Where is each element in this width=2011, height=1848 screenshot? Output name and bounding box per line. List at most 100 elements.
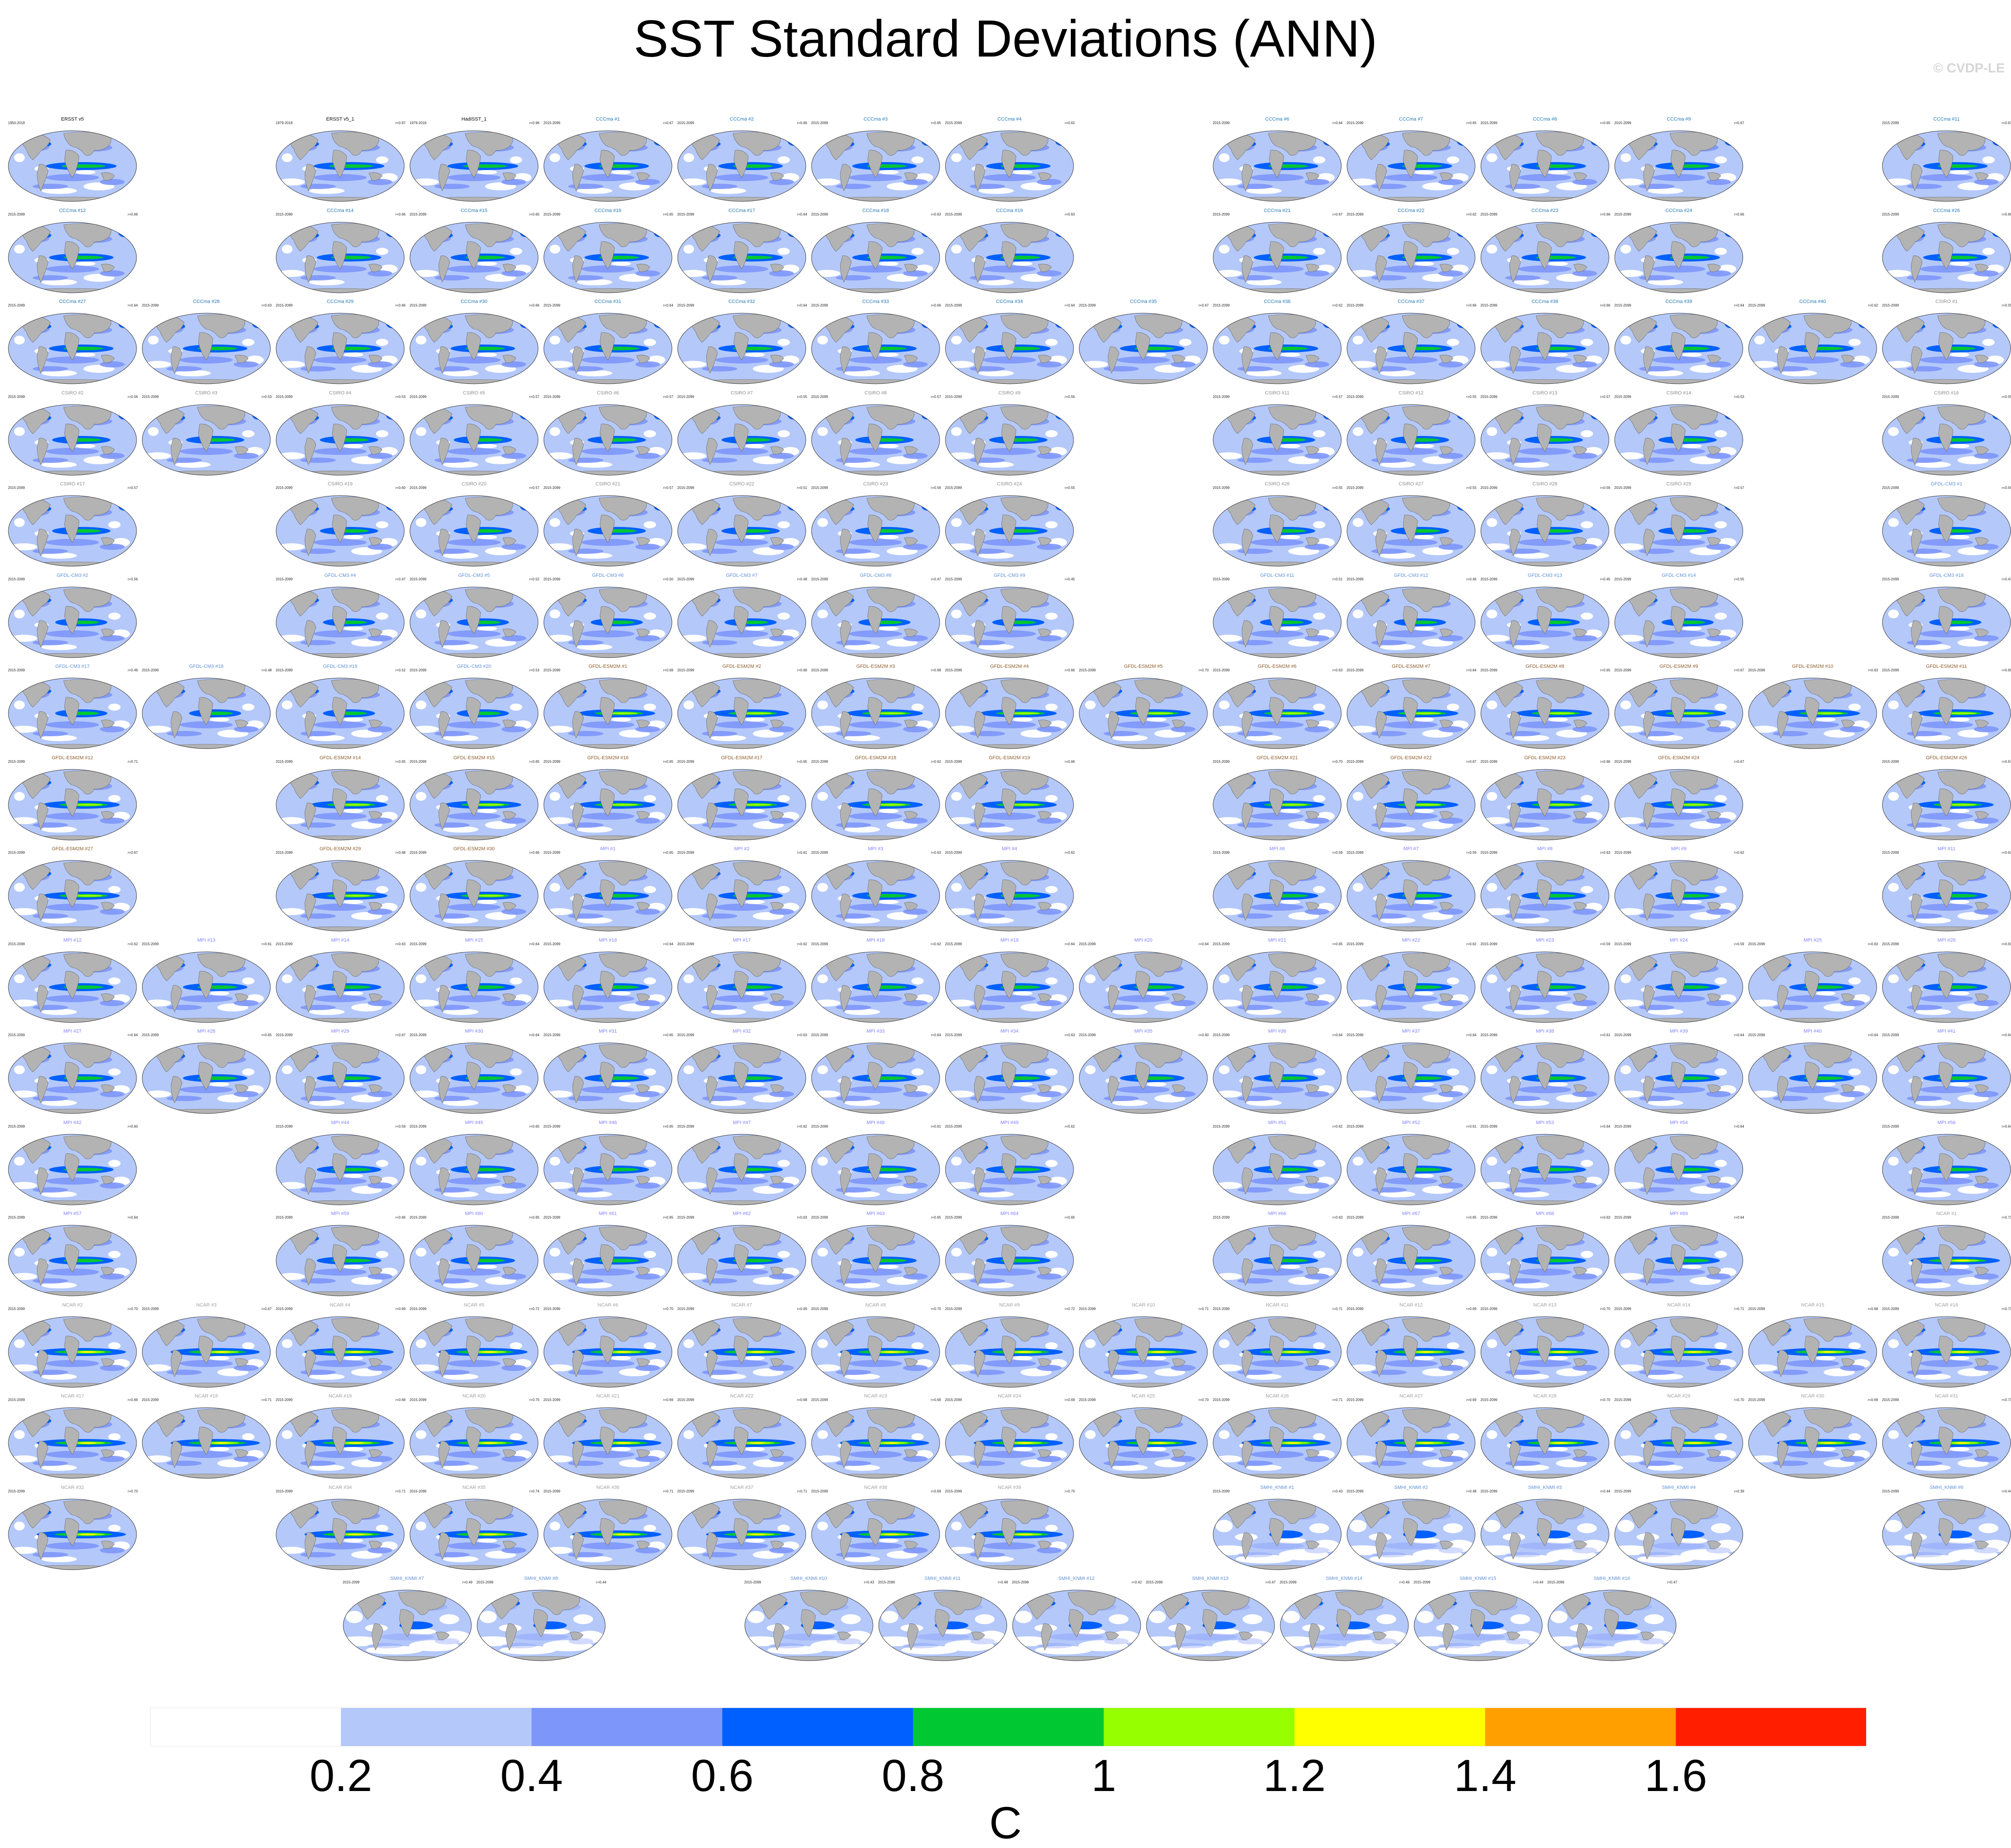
panel-pattern-correlation: r=0.57 (1600, 395, 1610, 399)
panel-title: CSIRO #23 (809, 481, 942, 487)
sst-map (6, 116, 139, 204)
panel-title: NCAR #6 (542, 1303, 674, 1308)
panel-pattern-correlation: r=0.67 (1332, 212, 1343, 217)
panel-pattern-correlation: r=0.44 (2002, 1489, 2011, 1494)
sst-map (542, 1028, 674, 1116)
panel-title: MPI #61 (542, 1211, 674, 1217)
panel-pattern-correlation: r=0.66 (1466, 303, 1476, 308)
panel-title: MPI #12 (6, 938, 139, 943)
panel-title: MPI #60 (408, 1211, 540, 1217)
panel-title: NCAR #7 (675, 1303, 808, 1308)
sst-map (943, 116, 1076, 204)
colorbar-tick-label: 0.2 (310, 1751, 372, 1800)
sst-map (1880, 298, 2011, 386)
sst-map (542, 1119, 674, 1208)
panel-title: SMHI_KNMI #6 (1880, 1485, 2011, 1491)
panel-title: CCCma #34 (943, 299, 1076, 305)
panel-title: MPI #33 (809, 1029, 942, 1034)
panel-years: 2015-2099 (1614, 668, 1631, 673)
panel-years: 2015-2099 (811, 1033, 828, 1038)
panel-pattern-correlation: r=0.52 (529, 577, 539, 582)
panel-years: 2015-2099 (1347, 1033, 1363, 1038)
panel-title: NCAR #15 (1746, 1303, 1879, 1308)
panel-pattern-correlation: r=0.63 (1868, 942, 1878, 947)
colorbar-tick-label: 1.6 (1644, 1751, 1707, 1800)
colorbar-segment (531, 1708, 722, 1746)
sst-map (1077, 298, 1210, 386)
sst-map (943, 754, 1076, 843)
sst-map (1345, 1484, 1477, 1572)
colorbar-segment (1294, 1708, 1485, 1746)
panel-years: 2015-2099 (1882, 1398, 1899, 1402)
sst-map (1479, 1484, 1611, 1572)
panel-years: 2015-2099 (276, 577, 292, 582)
sst-map (1613, 1028, 1745, 1116)
panel-pattern-correlation: r=0.68 (395, 851, 406, 855)
sst-map (1278, 1575, 1411, 1663)
panel-title: NCAR #22 (675, 1394, 808, 1399)
panel-years: 2015-2099 (1347, 1398, 1363, 1402)
sst-map (943, 1119, 1076, 1208)
panel-pattern-correlation: r=0.71 (262, 1398, 272, 1402)
panel-years: 2015-2099 (1213, 1125, 1229, 1129)
panel-title: MPI #15 (408, 938, 540, 943)
panel-pattern-correlation: r=0.70 (1600, 1307, 1610, 1311)
panel-pattern-correlation: r=0.52 (395, 668, 406, 673)
panel-title: CSIRO #28 (1479, 481, 1611, 487)
panel-years: 2015-2099 (945, 303, 962, 308)
panel-title: SMHI_KNMI #12 (1010, 1576, 1143, 1582)
panel-title: GFDL-CM3 #7 (675, 573, 808, 579)
sst-map (1211, 481, 1343, 569)
panel-pattern-correlation: r=0.59 (1600, 942, 1610, 947)
panel-title: GFDL-ESM2M #12 (6, 755, 139, 761)
panel-title: ERSST v5 (6, 117, 139, 122)
sst-map (1077, 1028, 1210, 1116)
panel-title: CCCma #23 (1479, 208, 1611, 214)
panel-title: MPI #46 (542, 1120, 674, 1126)
sst-map (1880, 1484, 2011, 1572)
sst-map (1345, 1119, 1477, 1208)
sst-map (675, 572, 808, 660)
sst-map (809, 481, 942, 569)
panel-title: CSIRO #3 (140, 390, 273, 396)
panel-title: NCAR #13 (1479, 1303, 1611, 1308)
panel-pattern-correlation: r=0.62 (1065, 851, 1075, 855)
panel-years: 2015-2099 (1480, 1125, 1497, 1129)
panel-pattern-correlation: r=0.56 (931, 486, 941, 490)
panel-title: MPI #31 (542, 1029, 674, 1034)
panel-years: 2015-2099 (677, 486, 694, 490)
sst-map (1746, 298, 1879, 386)
panel-pattern-correlation: r=0.63 (1332, 668, 1343, 673)
sst-map (1211, 207, 1343, 295)
sst-map (542, 754, 674, 843)
panel-title: CCCma #2 (675, 117, 808, 122)
panel-pattern-correlation: r=0.64 (2002, 1125, 2011, 1129)
panel-years: 2015-2099 (945, 851, 962, 855)
panel-years: 2015-2099 (1882, 121, 1899, 125)
panel-years: 2015-2099 (1614, 1398, 1631, 1402)
panel-years: 2015-2099 (1213, 1216, 1229, 1220)
panel-title: CCCma #32 (675, 299, 808, 305)
panel-pattern-correlation: r=0.66 (1600, 760, 1610, 764)
panel-years: 2015-2099 (677, 1489, 694, 1494)
panel-pattern-correlation: r=0.57 (663, 486, 673, 490)
